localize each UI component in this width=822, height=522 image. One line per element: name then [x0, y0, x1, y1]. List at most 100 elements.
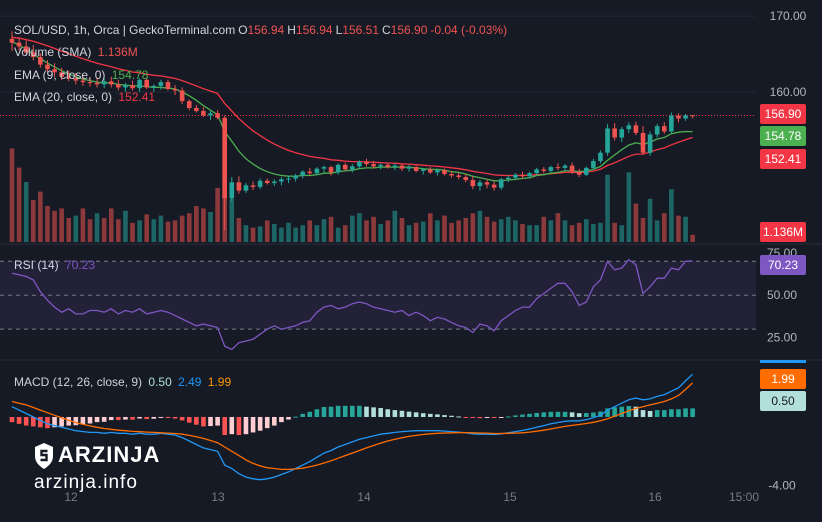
macd-histogram-bar: [555, 411, 561, 417]
candle-body: [548, 167, 554, 171]
macd-histogram-bar: [633, 406, 639, 417]
candle-body: [527, 173, 532, 177]
volume-bar: [116, 219, 121, 242]
volume-bar: [123, 210, 128, 242]
volume-bar: [307, 220, 313, 242]
volume-bar: [9, 148, 15, 242]
volume-legend: Volume (SMA) 1.136M: [14, 45, 141, 59]
candle-body: [300, 171, 305, 176]
macd-histogram-bar: [520, 414, 525, 417]
candle-body: [257, 180, 263, 187]
candle-body: [123, 85, 128, 88]
candle-body: [435, 170, 440, 173]
candle-body: [243, 185, 249, 191]
candle-body: [194, 107, 199, 111]
volume-bar: [647, 198, 653, 242]
ema20-value: 152.41: [118, 90, 156, 104]
macd-histogram-bar: [286, 416, 291, 420]
volume-bar: [165, 221, 171, 242]
time-axis-label: 13: [211, 490, 225, 504]
macd-histogram-bar: [669, 409, 674, 417]
macd-histogram-bar: [300, 413, 305, 417]
open-value: 156.94: [247, 23, 285, 37]
volume-bar: [30, 200, 36, 242]
candle-body: [619, 129, 625, 138]
candle-body: [406, 167, 412, 169]
volume-bar: [683, 216, 688, 242]
candle-body: [520, 174, 525, 177]
macd-histogram-bar: [385, 409, 391, 417]
volume-bar: [591, 224, 596, 242]
macd-histogram-bar: [222, 416, 227, 436]
volume-bar: [45, 206, 50, 242]
macd-histogram-bar: [101, 416, 107, 422]
price-tick-label: 170.00: [770, 9, 807, 23]
macd-histogram-bar: [151, 416, 157, 419]
candle-body: [144, 79, 150, 88]
low-value: 156.51: [342, 23, 379, 37]
arzinja-logo-icon: [35, 443, 53, 469]
candle-body: [279, 179, 284, 182]
candle-body: [683, 115, 688, 119]
volume-bar: [52, 210, 57, 242]
candle-body: [335, 164, 341, 173]
volume-bar: [520, 224, 525, 242]
volume-bar: [23, 182, 29, 242]
candle-body: [477, 182, 483, 187]
macd-histogram-bar: [569, 412, 575, 417]
macd-histogram-bar: [335, 405, 341, 417]
volume-bar: [80, 208, 86, 242]
ohlc-legend: SOL/USD, 1h, Orca | GeckoTerminal.com O15…: [14, 23, 510, 37]
candle-body: [38, 57, 43, 65]
candle-body: [357, 161, 362, 167]
macd-histogram-bar: [130, 416, 135, 420]
macd-histogram-bar: [413, 412, 419, 417]
candle-body: [9, 38, 15, 43]
candle-body: [272, 181, 277, 184]
macd-histogram-bar: [165, 416, 171, 419]
volume-bar: [16, 167, 22, 242]
macd-signal-line: [11, 382, 694, 471]
volume-bar: [506, 216, 511, 242]
macd-histogram-bar: [137, 416, 142, 419]
candle-body: [73, 78, 79, 81]
macd-histogram-bar: [534, 413, 539, 417]
volume-bar: [513, 220, 518, 242]
candle-body: [286, 178, 291, 180]
macd-histogram-bar: [208, 416, 213, 427]
volume-bar: [342, 225, 348, 242]
volume-bar: [576, 222, 582, 242]
candle-body: [626, 125, 632, 130]
candle-body: [498, 179, 504, 188]
volume-bar: [38, 191, 43, 242]
candle-body: [428, 169, 433, 173]
volume-bar: [350, 215, 355, 242]
volume-bar: [257, 226, 263, 242]
ema9-line: [11, 41, 693, 182]
high-value: 156.94: [295, 23, 333, 37]
macd-histogram-bar: [186, 416, 192, 423]
macd-histogram-bar: [30, 416, 36, 427]
macd-histogram-bar: [158, 416, 164, 418]
macd-line-marker: [760, 360, 806, 363]
volume-bar: [300, 225, 305, 242]
volume-bar: [151, 219, 157, 242]
volume-bar: [477, 210, 483, 242]
candle-body: [534, 169, 539, 174]
macd-histogram-bar: [194, 416, 199, 425]
candle-body: [321, 167, 327, 169]
macd-histogram-bar: [257, 416, 263, 431]
volume-price-tag: 1.136M: [760, 222, 806, 242]
macd-signal-tag: 1.99: [760, 369, 806, 389]
macd-histogram-bar: [293, 416, 298, 418]
ema20-price-tag: 152.41: [760, 149, 806, 169]
macd-histogram-bar: [541, 412, 547, 417]
macd-signal-value: 1.99: [207, 375, 232, 389]
candle-body: [215, 113, 220, 118]
macd-histogram-bar: [321, 407, 327, 417]
candle-body: [158, 82, 164, 86]
time-axis-label: 14: [357, 490, 371, 504]
close-price-tag: 156.90: [760, 104, 806, 124]
volume-bar: [194, 206, 199, 242]
